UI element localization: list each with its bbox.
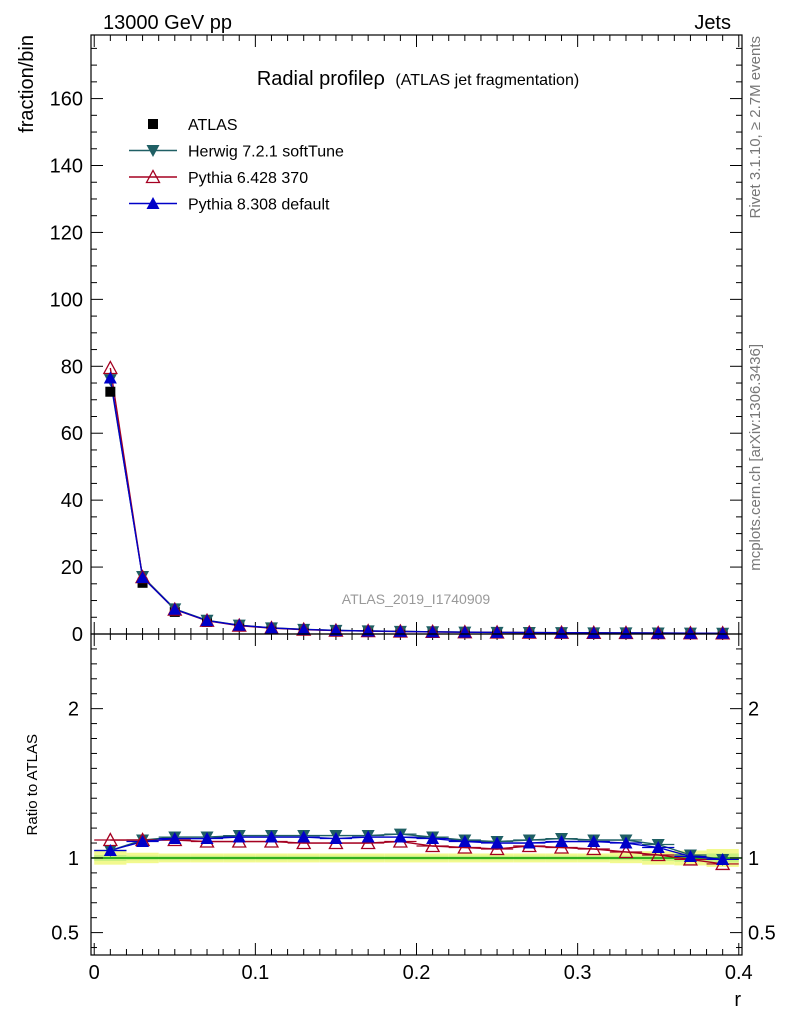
point-pythia-8-308-default bbox=[522, 626, 536, 639]
ratio-tick-label-left: 2 bbox=[68, 699, 79, 721]
ratio-point-pythia-8-308-default bbox=[103, 843, 117, 856]
ratio-point-pythia-8-308-default bbox=[393, 830, 407, 843]
y-tick-label: 80 bbox=[61, 356, 83, 378]
y-tick-label: 100 bbox=[50, 289, 83, 311]
legend-label-herwig-7-2-1-softtune: Herwig 7.2.1 softTune bbox=[188, 144, 344, 161]
point-pythia-8-308-default bbox=[136, 570, 150, 583]
ratio-point-pythia-8-308-default bbox=[297, 830, 311, 843]
chart-title: Radial profileρ (ATLAS jet fragmentation… bbox=[257, 68, 579, 90]
y-axis-label: fraction/bin bbox=[16, 35, 38, 133]
ratio-point-pythia-8-308-default bbox=[232, 830, 246, 843]
ratio-point-pythia-8-308-default bbox=[264, 830, 278, 843]
ratio-tick-label-right: 2 bbox=[748, 699, 759, 721]
ratio-point-pythia-8-308-default bbox=[555, 835, 569, 848]
legend-marker-pythia-6-428-370 bbox=[145, 169, 161, 184]
ratio-tick-label-left: 1 bbox=[68, 848, 79, 870]
ratio-point-pythia-6-428-370 bbox=[586, 841, 602, 856]
point-pythia-8-308-default bbox=[103, 371, 117, 384]
y-tick-label: 60 bbox=[61, 423, 83, 445]
ratio-point-pythia-8-308-default bbox=[200, 832, 214, 845]
x-tick-label: 0.1 bbox=[241, 962, 269, 984]
series-markers bbox=[102, 360, 731, 871]
legend: ATLAS Herwig 7.2.1 softTune Pythia 6.428 3… bbox=[129, 117, 344, 214]
ratio-point-pythia-8-308-default bbox=[619, 836, 633, 849]
ratio-point-pythia-8-308-default bbox=[587, 835, 601, 848]
mcplots-side-label: mcplots.cern.ch [arXiv:1306.3436] bbox=[747, 344, 764, 571]
point-pythia-8-308-default bbox=[264, 621, 278, 634]
y-tick-label: 140 bbox=[50, 156, 83, 178]
y-tick-label: 40 bbox=[61, 490, 83, 512]
tick-labels: 0 0.1 0.2 0.3 0.4 0 20 40 60 80 100 120 140 160 0.5 0.5… bbox=[50, 89, 776, 984]
point-pythia-8-308-default bbox=[168, 602, 182, 615]
header-left-label: 13000 GeV pp bbox=[103, 12, 232, 34]
point-pythia-8-308-default bbox=[587, 626, 601, 639]
point-pythia-8-308-default bbox=[297, 622, 311, 635]
point-atlas bbox=[105, 386, 116, 397]
y-tick-label: 0 bbox=[72, 624, 83, 646]
y-tick-label: 20 bbox=[61, 557, 83, 579]
ratio-point-pythia-8-308-default bbox=[136, 835, 150, 848]
analysis-watermark: ATLAS_2019_I1740909 bbox=[342, 591, 491, 607]
point-pythia-8-308-default bbox=[716, 626, 730, 639]
point-pythia-8-308-default bbox=[683, 626, 697, 639]
chart-title-main: Radial profileρ bbox=[257, 68, 385, 90]
ratio-point-pythia-6-428-370 bbox=[618, 844, 634, 859]
ratio-tick-label-right: 0.5 bbox=[748, 923, 776, 945]
ratio-point-pythia-8-308-default bbox=[168, 832, 182, 845]
uncertainty-bands bbox=[91, 848, 742, 867]
point-pythia-8-308-default bbox=[232, 618, 246, 631]
ratio-point-pythia-8-308-default bbox=[651, 841, 665, 854]
point-pythia-8-308-default bbox=[458, 625, 472, 638]
series-lines bbox=[94, 367, 739, 865]
point-pythia-8-308-default bbox=[651, 626, 665, 639]
y-tick-label: 160 bbox=[50, 89, 83, 111]
x-tick-label: 0.2 bbox=[403, 962, 431, 984]
point-pythia-8-308-default bbox=[490, 625, 504, 638]
ratio-point-pythia-8-308-default bbox=[683, 849, 697, 862]
rivet-side-label: Rivet 3.1.10, ≥ 2.7M events bbox=[747, 36, 764, 219]
ratio-point-pythia-8-308-default bbox=[522, 836, 536, 849]
ratio-point-pythia-8-308-default bbox=[426, 832, 440, 845]
ratio-point-pythia-8-308-default bbox=[458, 835, 472, 848]
legend-marker-pythia-8-308-default bbox=[146, 197, 160, 209]
x-axis-label: r bbox=[734, 989, 741, 1011]
ratio-tick-label-right: 1 bbox=[748, 848, 759, 870]
x-tick-label: 0 bbox=[89, 962, 100, 984]
ratio-point-pythia-6-428-370 bbox=[425, 838, 441, 853]
legend-label-pythia-6-428-370: Pythia 6.428 370 bbox=[188, 170, 308, 187]
ratio-point-pythia-8-308-default bbox=[329, 832, 343, 845]
legend-label-atlas: ATLAS bbox=[188, 117, 238, 134]
line-pythia-8-308-default bbox=[109, 377, 723, 634]
chart-title-sub: (ATLAS jet fragmentation) bbox=[395, 72, 579, 89]
ratio-tick-label-left: 0.5 bbox=[51, 923, 79, 945]
point-pythia-8-308-default bbox=[619, 626, 633, 639]
ratio-axis-label: Ratio to ATLAS bbox=[24, 734, 41, 835]
ratio-point-pythia-8-308-default bbox=[716, 852, 730, 865]
y-tick-label: 120 bbox=[50, 222, 83, 244]
legend-marker-atlas bbox=[148, 119, 158, 129]
ratio-panel-frame bbox=[90, 633, 743, 956]
point-pythia-8-308-default bbox=[200, 614, 214, 627]
ratio-point-pythia-6-428-370 bbox=[650, 847, 666, 862]
legend-marker-herwig-7-2-1-softtune bbox=[146, 145, 160, 157]
x-tick-label: 0.4 bbox=[725, 962, 753, 984]
ratio-point-pythia-8-308-default bbox=[361, 830, 375, 843]
x-tick-label: 0.3 bbox=[564, 962, 592, 984]
header-right-label: Jets bbox=[694, 12, 731, 34]
ratio-point-pythia-8-308-default bbox=[490, 836, 504, 849]
point-pythia-8-308-default bbox=[329, 623, 343, 636]
point-pythia-8-308-default bbox=[555, 626, 569, 639]
legend-label-pythia-8-308-default: Pythia 8.308 default bbox=[188, 197, 330, 214]
